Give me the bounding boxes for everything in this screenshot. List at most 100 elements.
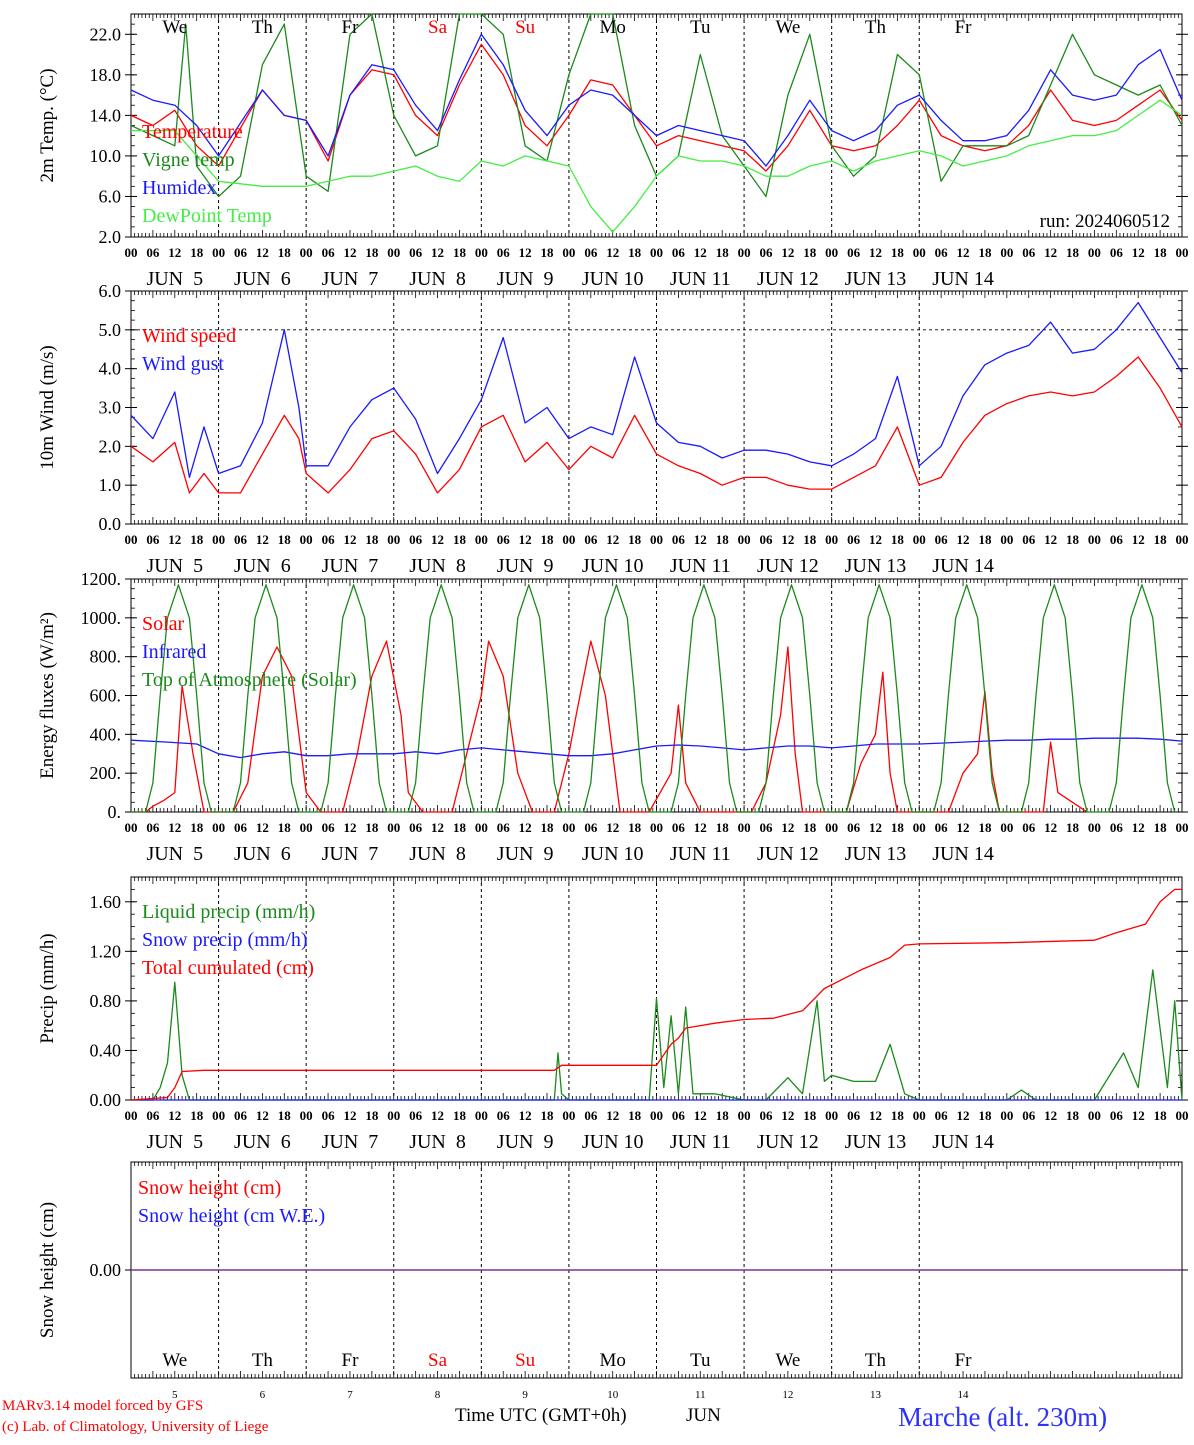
date-label: JUN 12 (757, 843, 819, 865)
hour-label: 12 (431, 1108, 444, 1123)
hour-label: 18 (1154, 1108, 1168, 1123)
hour-label: 18 (716, 820, 730, 835)
hour-label: 06 (234, 532, 248, 547)
date-label: JUN 10 (582, 843, 644, 865)
legend-entry: Snow height (cm) (138, 1177, 281, 1199)
day-number-label: 14 (958, 1389, 970, 1401)
date-label: JUN 7 (322, 1131, 379, 1153)
hour-label: 06 (146, 532, 160, 547)
hour-label: 00 (300, 532, 313, 547)
hour-label: 18 (1066, 820, 1080, 835)
hour-label: 18 (891, 245, 905, 260)
hour-label: 12 (606, 245, 619, 260)
date-label: JUN 12 (757, 268, 819, 290)
hour-label: 18 (190, 820, 204, 835)
hour-label: 00 (650, 532, 663, 547)
y-tick-label: 0. (108, 802, 122, 822)
hour-label: 12 (957, 245, 970, 260)
day-number-label: 8 (435, 1389, 441, 1401)
y-axis-label: 10m Wind (m/s) (37, 345, 58, 470)
date-label: JUN 5 (146, 555, 203, 577)
legend-entry: Humidex (142, 177, 216, 199)
hour-label: 12 (781, 245, 794, 260)
legend-entry: Top of Atmosphere (Solar) (142, 669, 357, 691)
hour-label: 06 (322, 532, 336, 547)
hour-label: 12 (781, 1108, 794, 1123)
plot-frame (130, 13, 1183, 238)
day-number-label: 5 (172, 1389, 178, 1401)
date-label: JUN 8 (409, 1131, 466, 1153)
weekday-label: We (162, 1350, 187, 1371)
hour-label: 00 (650, 1108, 663, 1123)
series-line-dewpoint-temp (131, 99, 1183, 233)
hour-label: 12 (606, 532, 619, 547)
hour-label: 06 (497, 532, 511, 547)
date-label: JUN 8 (409, 268, 466, 290)
hour-label: 18 (891, 1108, 905, 1123)
hour-label: 18 (1154, 532, 1168, 547)
hour-label: 00 (1000, 1108, 1013, 1123)
hour-label: 12 (343, 532, 356, 547)
y-tick-label: 2.0 (99, 227, 122, 247)
date-label: JUN 11 (670, 268, 731, 290)
y-axis-label: Precip (mm/h) (37, 933, 58, 1043)
hour-label: 18 (1066, 1108, 1080, 1123)
footer-copyright: (c) Lab. of Climatology, University of L… (2, 1419, 269, 1435)
weekday-label: Sa (428, 17, 448, 38)
panel-2: 0.0 1.0 2.0 3.0 4.0 5.0 6.0 10m Wind (m/s) Wind … (37, 281, 1189, 577)
date-label: JUN 11 (670, 1131, 731, 1153)
hour-label: 00 (475, 820, 488, 835)
legend-entry: DewPoint Temp (142, 205, 272, 227)
hour-label: 18 (278, 1108, 292, 1123)
hour-label: 00 (913, 1108, 926, 1123)
date-label: JUN 6 (234, 1131, 291, 1153)
hour-label: 18 (541, 1108, 555, 1123)
hour-label: 18 (453, 820, 467, 835)
hour-label: 06 (322, 1108, 336, 1123)
legend-entry: Total cumulated (cm) (142, 957, 314, 979)
hour-label: 12 (1132, 820, 1145, 835)
hour-label: 18 (628, 820, 642, 835)
weekday-label: Th (252, 17, 274, 38)
y-tick-label: 6.0 (99, 281, 122, 301)
day-number-label: 13 (870, 1389, 882, 1401)
hour-label: 12 (1044, 245, 1057, 260)
date-label: JUN 10 (582, 1131, 644, 1153)
hour-label: 06 (584, 820, 598, 835)
y-tick-label: 0.00 (90, 1260, 122, 1280)
weekday-label: Fr (955, 17, 973, 38)
hour-label: 12 (781, 532, 794, 547)
weekday-label: Th (252, 1350, 274, 1371)
hour-label: 18 (628, 532, 642, 547)
hour-label: 12 (694, 820, 707, 835)
hour-label: 00 (738, 532, 751, 547)
hour-label: 18 (190, 1108, 204, 1123)
hour-label: 12 (1132, 245, 1145, 260)
hour-label: 12 (519, 820, 532, 835)
hour-label: 12 (431, 245, 444, 260)
hour-label: 00 (1000, 820, 1013, 835)
month-label: JUN (686, 1405, 721, 1426)
hour-label: 18 (453, 245, 467, 260)
hour-label: 12 (1044, 820, 1057, 835)
hour-label: 00 (1088, 820, 1101, 835)
y-tick-label: 2.0 (99, 436, 122, 456)
hour-label: 12 (1044, 1108, 1057, 1123)
panel-4: 0.00 0.40 0.80 1.20 1.60 Precip (mm/h) Liquid … (37, 876, 1189, 1153)
hour-label: 00 (913, 245, 926, 260)
hour-label: 18 (978, 245, 992, 260)
hour-label: 12 (256, 245, 269, 260)
hour-label: 12 (869, 245, 882, 260)
hour-label: 18 (803, 245, 817, 260)
hour-label: 00 (125, 245, 138, 260)
hour-label: 18 (978, 820, 992, 835)
date-label: JUN 12 (757, 555, 819, 577)
hour-label: 00 (1088, 1108, 1101, 1123)
y-tick-label: 0.00 (90, 1090, 122, 1110)
day-number-label: 6 (260, 1389, 266, 1401)
hour-label: 12 (1044, 532, 1057, 547)
hour-label: 00 (738, 820, 751, 835)
hour-label: 06 (672, 245, 686, 260)
y-tick-label: 4.0 (99, 359, 122, 379)
hour-label: 18 (278, 532, 292, 547)
